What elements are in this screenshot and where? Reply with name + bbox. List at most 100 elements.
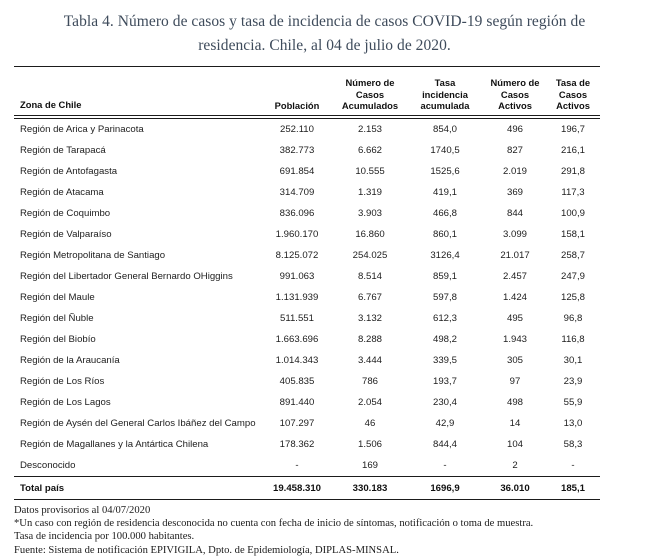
row-casos-acumulados: 6.662 <box>357 145 382 156</box>
row-casos-activos: 498 <box>506 397 523 408</box>
table-row: Región de Atacama 314.709 1.319 419,1 369 117… <box>14 182 600 203</box>
table-row: Región de Los Lagos 891.440 2.054 230,4 498 5… <box>14 392 600 413</box>
row-casos-acumulados: 8.514 <box>357 271 382 282</box>
row-tasa-casos-activos: 158,1 <box>560 229 585 240</box>
row-casos-activos: 2.019 <box>502 166 527 177</box>
row-tasa-casos-activos: 117,3 <box>561 187 585 198</box>
row-poblacion: 1.960.170 <box>275 229 319 240</box>
table-row: Región de Valparaíso 1.960.170 16.860 860,1… <box>14 224 600 245</box>
row-zona: Región de Atacama <box>20 187 104 198</box>
row-tasa-casos-activos: 247,9 <box>560 271 585 282</box>
row-zona: Región de Aysén del General Carlos Ibáñe… <box>20 418 256 429</box>
row-tasa-incidencia: 1525,6 <box>430 166 460 177</box>
column-header-poblacion-line-1: Población <box>274 100 320 112</box>
row-zona: Región del Biobío <box>20 334 96 345</box>
row-tasa-casos-activos: 13,0 <box>563 418 583 429</box>
row-tasa-incidencia: 498,2 <box>432 334 457 345</box>
row-tasa-casos-activos: 58,3 <box>563 439 583 450</box>
row-casos-acumulados: 1.319 <box>357 187 382 198</box>
table-row: Región de Antofagasta 691.854 10.555 1525,6… <box>14 161 600 182</box>
row-casos-acumulados: 2.054 <box>357 397 382 408</box>
row-casos-activos: 97 <box>509 376 521 387</box>
total-tasa-casos-activos: 185,1 <box>560 482 585 494</box>
table-row: Región de Aysén del General Carlos Ibáñe… <box>14 413 600 434</box>
row-casos-activos: 3.099 <box>502 229 527 240</box>
row-zona: Región del Ñuble <box>20 313 94 324</box>
row-casos-acumulados: 786 <box>361 376 378 387</box>
column-header-tasa-casos-activos: Tasa de Casos Activos <box>546 67 600 115</box>
row-poblacion: 405.835 <box>279 376 315 387</box>
footnote-3: Tasa de incidencia por 100.000 habitante… <box>14 531 195 543</box>
row-zona: Región de Tarapacá <box>20 145 106 156</box>
total-poblacion: 19.458.310 <box>272 482 321 494</box>
row-casos-activos: 2 <box>512 460 518 471</box>
row-zona: Región de Coquimbo <box>20 208 111 219</box>
row-tasa-casos-activos: - <box>571 460 575 471</box>
row-poblacion: 836.096 <box>279 208 315 219</box>
covid-cases-table-total: Total país 19.458.310 330.183 1696,9 36.… <box>14 477 600 499</box>
column-header-casos-acumulados: Número de Casos Acumulados <box>334 67 406 115</box>
row-tasa-incidencia: 1740,5 <box>430 145 460 156</box>
row-zona: Región de Magallanes y la Antártica Chil… <box>20 439 209 450</box>
table-row: Región del Ñuble 511.551 3.132 612,3 495 96,8 <box>14 308 600 329</box>
table-row: Región de Los Ríos 405.835 786 193,7 97 23,9 <box>14 371 600 392</box>
row-tasa-incidencia: 844,4 <box>432 439 457 450</box>
row-poblacion: 8.125.072 <box>275 250 319 261</box>
row-poblacion: 107.297 <box>279 418 315 429</box>
row-tasa-casos-activos: 125,8 <box>560 292 585 303</box>
row-zona: Región del Libertador General Bernardo O… <box>20 271 233 282</box>
table-row: Región de la Araucanía 1.014.343 3.444 339,… <box>14 350 600 371</box>
row-tasa-incidencia: 193,7 <box>432 376 457 387</box>
row-tasa-incidencia: 230,4 <box>432 397 457 408</box>
table-row: Región de Magallanes y la Antártica Chil… <box>14 434 600 455</box>
row-zona: Desconocido <box>20 460 76 471</box>
row-tasa-incidencia: 339,5 <box>432 355 457 366</box>
column-header-casos-activos-line-1: Número de <box>490 77 540 89</box>
table-title-line-1: Tabla 4. Número de casos y tasa de incid… <box>63 13 586 30</box>
column-header-tasa-incidencia-line-2: incidencia <box>422 88 468 100</box>
row-casos-activos: 14 <box>509 418 521 429</box>
row-poblacion: 991.063 <box>279 271 315 282</box>
row-casos-activos: 104 <box>506 439 523 450</box>
row-zona: Región de Los Ríos <box>20 376 105 387</box>
row-tasa-incidencia: 612,3 <box>432 313 457 324</box>
row-poblacion: - <box>295 460 299 471</box>
row-tasa-casos-activos: 116,8 <box>561 334 585 345</box>
row-poblacion: 252.110 <box>280 124 314 135</box>
row-zona: Región de la Araucanía <box>20 355 120 366</box>
row-tasa-casos-activos: 30,1 <box>563 355 583 366</box>
row-casos-activos: 21.017 <box>500 250 530 261</box>
row-casos-acumulados: 3.903 <box>357 208 382 219</box>
column-header-casos-activos-line-3: Activos <box>498 100 532 112</box>
row-tasa-incidencia: 42,9 <box>435 418 455 429</box>
column-header-tasa-incidencia: Tasa incidencia acumulada <box>406 67 484 115</box>
row-casos-activos: 369 <box>506 187 523 198</box>
table-row: Región del Biobío 1.663.696 8.288 498,2 1.94… <box>14 329 600 350</box>
table-row: Desconocido - 169 - 2 - <box>14 455 600 476</box>
row-casos-acumulados: 3.132 <box>357 313 382 324</box>
row-casos-activos: 495 <box>506 313 523 324</box>
row-zona: Región de Arica y Parinacota <box>20 124 144 135</box>
row-casos-acumulados: 6.767 <box>357 292 382 303</box>
row-poblacion: 891.440 <box>279 397 315 408</box>
row-zona: Región Metropolitana de Santiago <box>20 250 166 261</box>
row-tasa-incidencia: - <box>443 460 447 471</box>
table-row: Región de Tarapacá 382.773 6.662 1740,5 827 2… <box>14 140 600 161</box>
row-casos-acumulados: 2.153 <box>357 124 382 135</box>
column-header-zona: Zona de Chile <box>14 67 260 115</box>
row-casos-acumulados: 254.025 <box>352 250 388 261</box>
row-tasa-casos-activos: 55,9 <box>563 397 583 408</box>
total-casos-activos: 36.010 <box>500 482 530 494</box>
column-header-zona-line-1: Zona de Chile <box>20 99 82 111</box>
table-top-rule <box>14 66 600 67</box>
row-tasa-incidencia: 466,8 <box>432 208 457 219</box>
row-poblacion: 1.131.939 <box>275 292 319 303</box>
row-tasa-casos-activos: 196,7 <box>560 124 585 135</box>
row-casos-activos: 1.943 <box>502 334 527 345</box>
table-row: Región del Maule 1.131.939 6.767 597,8 1.424… <box>14 287 600 308</box>
row-casos-acumulados: 169 <box>361 460 378 471</box>
footnote-1: Datos provisorios al 04/07/2020 <box>14 505 151 516</box>
row-casos-activos: 827 <box>506 145 523 156</box>
total-casos-acumulados: 330.183 <box>352 482 388 494</box>
